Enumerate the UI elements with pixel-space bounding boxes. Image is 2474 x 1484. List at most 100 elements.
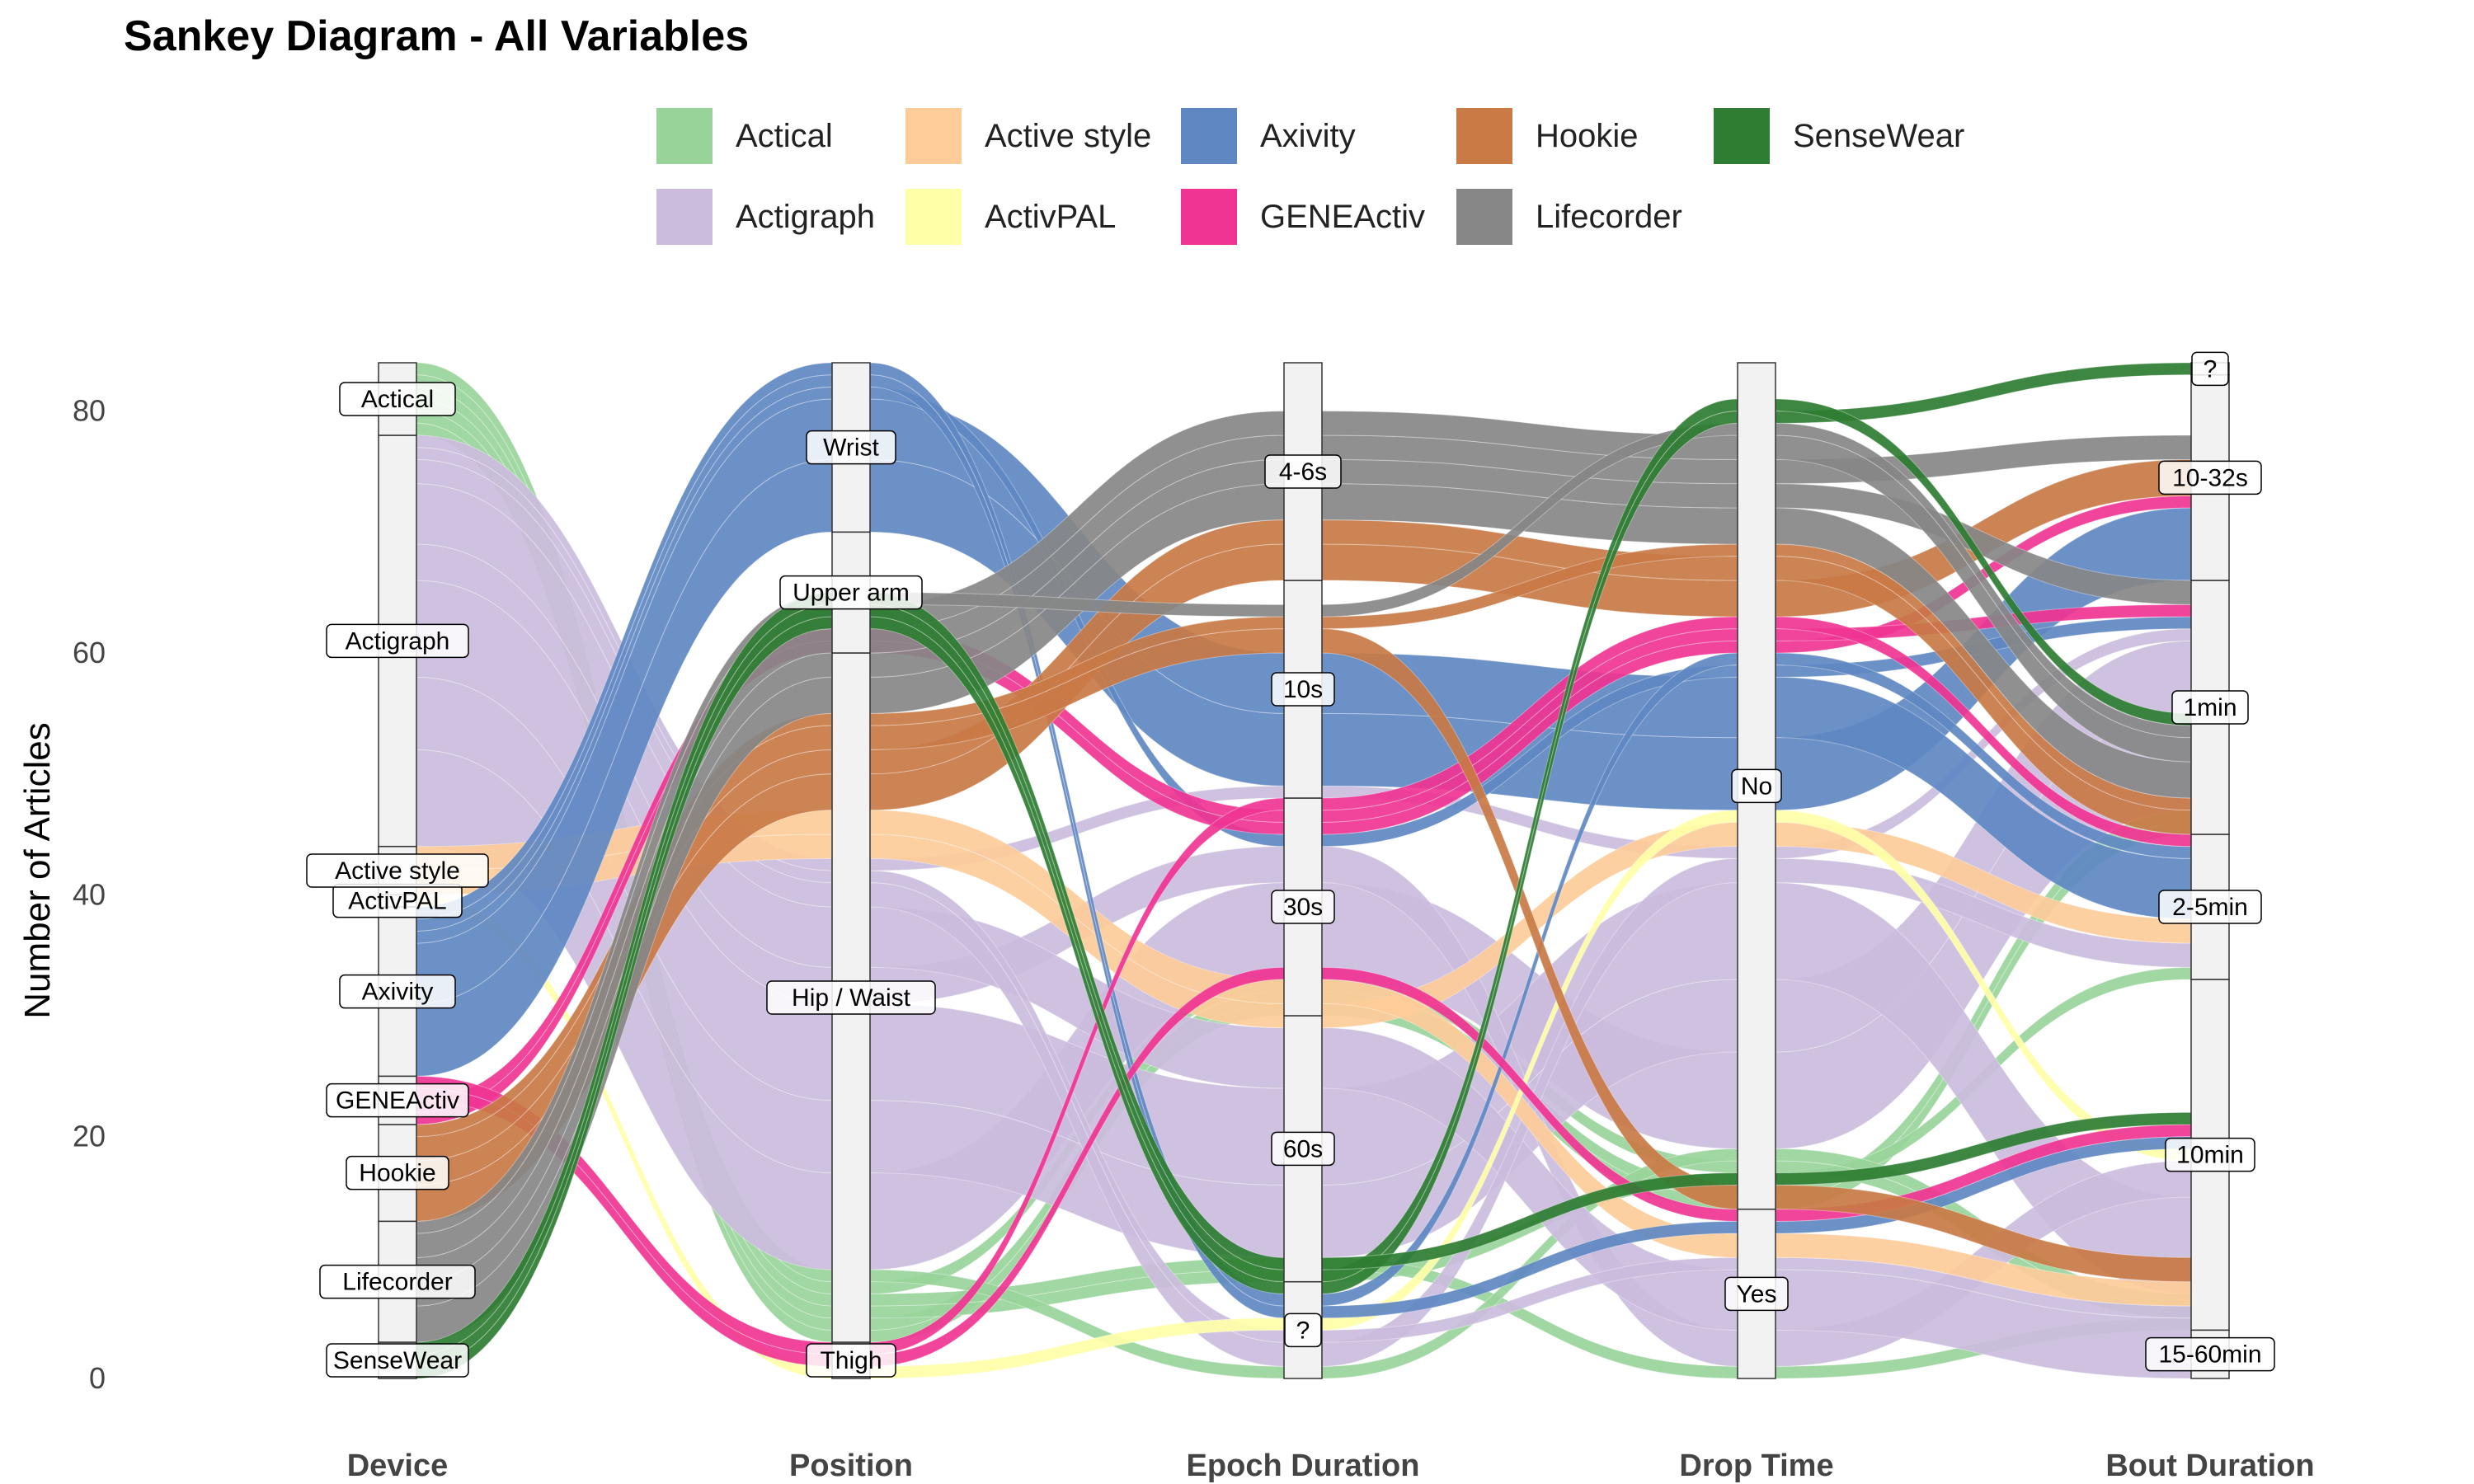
stratum-label-position-hip-waist: Hip / Waist [766, 980, 936, 1015]
legend-item-actical: Actical [656, 107, 833, 165]
legend-swatch-hookie [1456, 108, 1512, 164]
stratum-label-text: 15-60min [2158, 1341, 2261, 1369]
legend-label-actigraph: Actigraph [736, 198, 875, 235]
stratum-label-box [326, 623, 469, 659]
stratum-label-box [2145, 1336, 2275, 1372]
x-axis-label-epoch-duration: Epoch Duration [1187, 1449, 1420, 1483]
stratum-label-position-upper-arm: Upper arm [779, 575, 923, 610]
y-tick-label-80: 80 [73, 394, 106, 428]
legend: Actical Active style Axivity Hookie SenseWea… [656, 107, 2058, 256]
stratum-label-text: Thigh [820, 1347, 882, 1374]
stratum-label-text: Yes [1737, 1280, 1777, 1308]
stratum-label-text: ? [1296, 1317, 1310, 1344]
stratum-label-box [326, 1343, 469, 1378]
stratum-label-box [2191, 351, 2229, 387]
stratum-label-bout-duration-unknown: ? [2191, 351, 2229, 387]
stratum-label-text: 10s [1283, 676, 1323, 703]
stratum-label-box [1284, 1313, 1322, 1348]
stratum-label-text: No [1741, 773, 1772, 800]
legend-label-actical: Actical [736, 117, 833, 154]
y-tick-label-60: 60 [73, 636, 106, 669]
legend-item-geneactiv: GENEActiv [1181, 188, 1425, 246]
legend-swatch-lifecorder [1456, 189, 1512, 245]
stratum-label-box [339, 974, 456, 1009]
stratum-label-box [766, 980, 936, 1015]
stratum-label-text: GENEActiv [336, 1087, 459, 1115]
x-axis-label-drop-time: Drop Time [1679, 1449, 1833, 1483]
stratum-label-device-hookie: Hookie [346, 1155, 449, 1190]
stratum-label-epoch-duration-10s: 10s [1271, 672, 1335, 707]
legend-label-geneactiv: GENEActiv [1260, 198, 1426, 235]
stratum-label-box [339, 382, 456, 416]
stratum-label-text: 10min [2176, 1142, 2244, 1169]
legend-item-hookie: Hookie [1456, 107, 1639, 165]
x-axis-label-device: Device [347, 1449, 449, 1483]
stratum-label-text: Actigraph [346, 627, 450, 655]
legend-label-activpal: ActivPAL [985, 198, 1117, 235]
y-tick-label-0: 0 [89, 1361, 106, 1395]
stratum-label-text: 60s [1283, 1135, 1323, 1162]
stratum-label-drop-time-no: No [1731, 768, 1782, 804]
legend-item-actigraph: Actigraph [656, 188, 875, 246]
stratum-label-text: Hip / Waist [792, 984, 911, 1012]
axis-drop-time: Yes No Drop Time [1679, 362, 1834, 1483]
stratum-label-bout-duration-1min: 1min [2171, 690, 2249, 725]
legend-label-axivity: Axivity [1260, 117, 1356, 154]
legend-swatch-axivity [1181, 108, 1237, 164]
legend-item-active-style: Active style [905, 107, 1151, 165]
stratum-label-box [1271, 890, 1335, 924]
stratum-label-device-active-style: Active style [306, 853, 489, 888]
stratum-label-text: Upper arm [793, 580, 910, 607]
axis-bout-duration: 15-60min 10min 2-5min 1min 10-32s? Bout Durat… [2105, 351, 2315, 1483]
legend-swatch-actigraph [656, 189, 713, 245]
stratum-label-device-sensewear: SenseWear [326, 1343, 469, 1378]
stratum-label-box [346, 1155, 449, 1190]
stratum-label-box [2165, 1137, 2255, 1172]
stratum-label-position-wrist: Wrist [806, 430, 896, 465]
stratum-label-device-actical: Actical [339, 382, 456, 416]
stratum-label-bout-duration-10-32s: 10-32s [2158, 460, 2262, 495]
stratum-label-text: 10-32s [2172, 464, 2248, 491]
legend-label-lifecorder: Lifecorder [1536, 198, 1682, 235]
stratum-label-text: Actical [361, 386, 434, 413]
stratum-label-epoch-duration-4-6s: 4-6s [1264, 454, 1342, 489]
chart-title: Sankey Diagram - All Variables [124, 12, 750, 60]
stratum-label-text: Wrist [823, 434, 879, 462]
stratum-label-text: 2-5min [2172, 894, 2248, 921]
stratum-label-bout-duration-2-5min: 2-5min [2158, 890, 2262, 924]
axis-epoch-duration: ? 60s 30s 10s 4-6s Epoch Duration [1187, 362, 1420, 1483]
stratum-label-device-activpal: ActivPAL [332, 883, 463, 918]
axis-device: SenseWear Lifecorder Hookie GENEActiv Axivit… [306, 362, 489, 1483]
stratum-label-text: Lifecorder [342, 1269, 452, 1296]
stratum-label-device-lifecorder: Lifecorder [319, 1264, 476, 1299]
stratum-label-epoch-duration-60s: 60s [1271, 1131, 1335, 1167]
legend-swatch-geneactiv [1181, 189, 1237, 245]
x-axis-label-bout-duration: Bout Duration [2105, 1449, 2314, 1483]
legend-item-axivity: Axivity [1181, 107, 1356, 165]
stratum-label-text: Hookie [359, 1160, 435, 1187]
stratum-label-box [1731, 768, 1782, 804]
stratum-label-box [306, 853, 489, 888]
stratum-label-box [2158, 890, 2262, 924]
stratum-label-position-thigh: Thigh [806, 1343, 896, 1378]
stratum-label-box [1271, 672, 1335, 707]
stratum-label-box [806, 430, 896, 465]
stratum-label-box [1271, 1131, 1335, 1167]
legend-swatch-activpal [905, 189, 962, 245]
stratum-label-box [1724, 1276, 1789, 1312]
stratum-label-box [2158, 460, 2262, 495]
stratum-label-device-axivity: Axivity [339, 974, 456, 1009]
stratum-label-text: Axivity [362, 979, 434, 1006]
legend-swatch-actical [656, 108, 713, 164]
axis-position: Thigh Hip / Waist Upper arm Wrist Position [766, 362, 936, 1483]
stratum-label-text: Active style [335, 857, 460, 885]
stratum-label-device-actigraph: Actigraph [326, 623, 469, 659]
y-tick-label-40: 40 [73, 877, 106, 911]
legend-label-sensewear: SenseWear [1793, 117, 1965, 154]
stratum-label-box [1264, 454, 1342, 489]
stratum-label-bout-duration-15-60min: 15-60min [2145, 1336, 2275, 1372]
legend-label-active-style: Active style [985, 117, 1152, 154]
legend-swatch-sensewear [1714, 108, 1770, 164]
legend-item-sensewear: SenseWear [1714, 107, 1964, 165]
